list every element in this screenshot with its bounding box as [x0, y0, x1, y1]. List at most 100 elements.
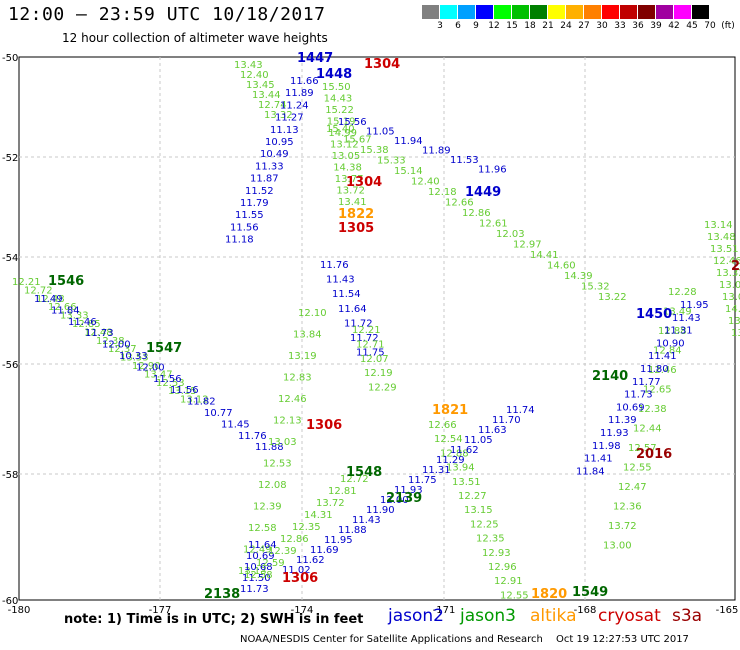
wave-height-value: 12.86 — [462, 208, 491, 219]
wave-height-value: 15.32 — [581, 282, 610, 293]
wave-height-value: 14.39 — [564, 271, 593, 282]
wave-height-value: 13.12 — [330, 140, 359, 151]
wave-height-value: 12.07 — [360, 354, 389, 365]
colorbar-label: 6 — [455, 21, 461, 31]
colorbar-swatch — [620, 5, 638, 19]
wave-height-value: 11.75 — [356, 348, 385, 359]
satellite-legend-item: jason3 — [460, 606, 516, 626]
lat-tick-label: -52 — [2, 153, 18, 164]
colorbar-label: 27 — [578, 21, 590, 31]
wave-height-value: 11.73 — [624, 390, 653, 401]
wave-height-value: 12.58 — [244, 570, 273, 581]
wave-height-value: 13.27 — [728, 316, 740, 327]
colorbar-swatch — [656, 5, 674, 19]
pass-time-label: 1448 — [316, 67, 352, 82]
wave-height-value: 15.14 — [394, 166, 423, 177]
satellite-legend-item: altika — [530, 606, 577, 626]
satellite-legend-item: cryosat — [598, 606, 661, 626]
pass-time-label: 2139 — [386, 491, 422, 506]
wave-height-value: 12.53 — [263, 459, 292, 470]
lat-tick-label: -56 — [2, 360, 18, 371]
satellite-legend-item: s3a — [672, 606, 703, 626]
wave-height-value: 12.57 — [628, 443, 657, 454]
wave-height-value: 12.97 — [513, 240, 542, 251]
wave-height-value: 11.75 — [408, 475, 437, 486]
wave-height-value: 13.15 — [464, 505, 493, 516]
wave-height-value: 12.35 — [476, 534, 505, 545]
colorbar-label: 15 — [506, 21, 518, 31]
pass-time-label: 1304 — [346, 175, 382, 190]
wave-height-value: 11.72 — [350, 333, 379, 344]
wave-height-value: 12.46 — [713, 256, 740, 267]
wave-height-value: 11.62 — [296, 555, 325, 566]
wave-height-value: 11.98 — [592, 441, 621, 452]
colorbar-swatch — [422, 5, 440, 19]
wave-height-value: 11.73 — [85, 328, 114, 339]
colorbar-label: 70 — [704, 21, 716, 31]
wave-height-value: 12.61 — [479, 219, 508, 230]
wave-height-value: 12.96 — [488, 562, 517, 573]
wave-height-value: 11.41 — [584, 454, 613, 465]
wave-height-value: 13.49 — [663, 307, 692, 318]
wave-height-value: 13.46 — [731, 328, 740, 339]
wave-height-value: 11.63 — [478, 425, 507, 436]
wave-height-value: 10.95 — [265, 137, 294, 148]
wave-height-value: 13.13 — [238, 566, 267, 577]
wave-height-value: 12.03 — [496, 229, 525, 240]
wave-height-value: 10.69 — [616, 402, 645, 413]
wave-height-value: 13.77 — [335, 174, 364, 185]
pass-time-label: 2140 — [592, 369, 628, 384]
wave-height-value: 13.84 — [293, 330, 322, 341]
wave-height-value: 15.22 — [325, 105, 354, 116]
lat-tick-label: -50 — [2, 53, 18, 64]
wave-height-value: 11.46 — [68, 317, 97, 328]
wave-height-value: 11.05 — [366, 127, 395, 138]
wave-height-value: 11.56 — [170, 385, 199, 396]
wave-height-value: 13.53 — [120, 353, 149, 364]
wave-height-value: 14.31 — [304, 510, 333, 521]
wave-height-value: 12.59 — [256, 558, 285, 569]
colorbar-swatch — [602, 5, 620, 19]
map-grid — [19, 57, 735, 600]
wave-height-value: 12.58 — [248, 523, 277, 534]
wave-height-value: 12.36 — [613, 502, 642, 513]
wave-height-value: 14.38 — [333, 163, 362, 174]
wave-height-value: 13.43 — [234, 60, 263, 71]
credits: NOAA/NESDIS Center for Satellite Applica… — [240, 634, 543, 645]
wave-height-value: 12.71 — [356, 339, 385, 350]
wave-height-value: 11.76 — [320, 260, 349, 271]
colorbar-label: 24 — [560, 21, 572, 31]
wave-height-value: 12.28 — [668, 287, 697, 298]
wave-height-value: 11.95 — [680, 300, 709, 311]
wave-height-value: 13.41 — [338, 197, 367, 208]
colorbar-swatch — [548, 5, 566, 19]
wave-height-value: 12.40 — [411, 177, 440, 188]
pass-time-label: 1305 — [338, 221, 374, 236]
pass-time-label: 1450 — [636, 307, 672, 322]
satellite-legend-item: jason2 — [388, 606, 444, 626]
wave-height-value: 11.27 — [275, 113, 304, 124]
wave-height-value: 12.88 — [658, 326, 687, 337]
footer-note: note: 1) Time is in UTC; 2) SWH is in fe… — [64, 612, 364, 627]
lon-tick-label: -171 — [433, 605, 456, 616]
colorbar-labels: 3 6 9 12 15 18 21 24 27 30 33 36 39 42 45 70 (ft) — [422, 21, 740, 33]
wave-height-value: 11.72 — [344, 318, 373, 329]
wave-height-value: 12.35 — [292, 522, 321, 533]
wave-height-value: 12.81 — [328, 486, 357, 497]
wave-height-value: 13.03 — [268, 437, 297, 448]
colorbar-label: 9 — [473, 21, 479, 31]
wave-height-value: 12.46 — [278, 394, 307, 405]
wave-height-value: 12.21 — [352, 325, 381, 336]
wave-height-value: 12.55 — [500, 590, 529, 601]
wave-height-value: 14.41 — [530, 250, 559, 261]
wave-height-value: 12.91 — [494, 576, 523, 587]
colorbar-swatch — [458, 5, 476, 19]
pass-time-label: 1822 — [338, 207, 374, 222]
colorbar-label: 33 — [614, 21, 626, 31]
wave-height-value: 12.19 — [364, 368, 393, 379]
lat-tick-label: -60 — [2, 596, 18, 607]
wave-height-value: 11.74 — [506, 405, 535, 416]
wave-height-value: 12.21 — [12, 277, 41, 288]
pass-time-label: 2138 — [204, 587, 240, 602]
